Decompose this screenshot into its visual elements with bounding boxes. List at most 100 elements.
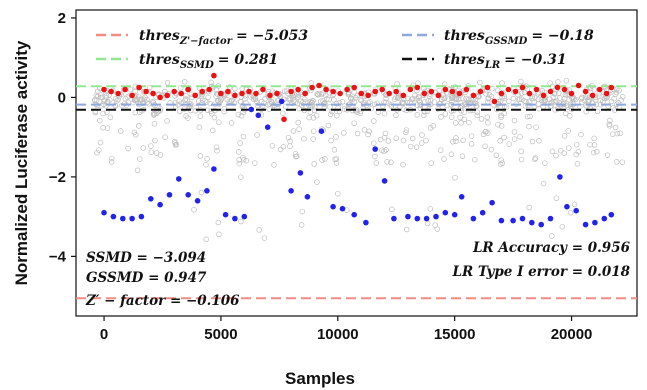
data-point-series-0 <box>608 211 615 218</box>
data-point-series-1 <box>260 86 266 93</box>
background-point <box>207 100 213 107</box>
background-point <box>551 99 557 105</box>
background-point <box>277 146 284 153</box>
background-point <box>591 142 598 148</box>
background-point <box>478 116 485 122</box>
data-point-series-1 <box>463 86 470 93</box>
background-point <box>472 156 478 163</box>
background-point <box>280 143 287 150</box>
background-point <box>136 123 142 129</box>
background-point <box>195 98 202 104</box>
data-point-series-1 <box>323 86 329 93</box>
background-point <box>235 149 242 155</box>
background-point <box>238 113 245 119</box>
background-point <box>501 95 508 102</box>
background-point <box>389 206 395 213</box>
data-point-series-0 <box>458 194 465 200</box>
background-point <box>381 134 388 141</box>
background-point <box>468 133 475 139</box>
background-point <box>385 138 392 144</box>
background-point <box>285 134 292 141</box>
background-point <box>96 117 103 124</box>
background-point <box>161 88 168 95</box>
data-point-series-0 <box>204 188 210 194</box>
data-point-series-0 <box>297 170 304 176</box>
background-point <box>203 236 209 243</box>
data-point-series-0 <box>433 213 439 220</box>
background-point <box>418 140 425 146</box>
background-point <box>448 114 455 120</box>
background-point <box>108 159 115 165</box>
data-point-series-1 <box>400 92 407 99</box>
background-point <box>94 149 100 156</box>
background-point <box>498 123 505 129</box>
background-point <box>619 94 626 100</box>
background-point <box>298 222 305 228</box>
background-point <box>335 190 341 197</box>
data-point-series-0 <box>470 215 477 222</box>
background-point <box>119 102 125 109</box>
data-point-series-1 <box>253 90 259 97</box>
background-point <box>213 87 220 93</box>
background-point <box>567 103 574 110</box>
background-point <box>295 119 301 126</box>
data-point-series-0 <box>255 112 262 119</box>
background-point <box>458 120 464 126</box>
data-point-series-1 <box>386 90 393 97</box>
background-point <box>428 160 434 166</box>
background-point <box>506 141 512 147</box>
background-point <box>325 122 332 129</box>
background-point <box>459 153 466 160</box>
background-point <box>191 206 197 213</box>
background-point <box>215 219 222 226</box>
background-point <box>172 142 179 148</box>
y-tick-label: −2 <box>49 169 66 186</box>
background-point <box>332 156 338 163</box>
data-point-series-1 <box>449 88 456 95</box>
background-point <box>178 85 184 91</box>
annotation-gssmd: GSSMD = 0.947 <box>86 270 207 286</box>
background-point <box>221 105 228 112</box>
background-point <box>384 159 390 165</box>
background-point <box>331 147 338 153</box>
data-point-series-1 <box>526 90 533 97</box>
background-point <box>299 208 306 215</box>
legend-entry-gssmd: thresGSSMD = −0.18 <box>402 28 594 47</box>
data-point-series-0 <box>232 215 238 222</box>
background-point <box>474 109 481 115</box>
background-point <box>164 80 171 86</box>
data-point-series-1 <box>519 84 526 91</box>
background-point <box>448 151 455 158</box>
background-point <box>162 134 168 140</box>
data-point-series-1 <box>185 86 191 93</box>
background-point <box>566 145 572 151</box>
background-point <box>562 91 569 98</box>
data-point-series-1 <box>498 90 505 97</box>
background-point <box>215 98 222 104</box>
background-point <box>310 128 317 134</box>
background-point <box>442 111 449 117</box>
background-point <box>228 120 235 126</box>
background-point <box>240 157 247 163</box>
background-point <box>211 114 218 121</box>
background-point <box>526 123 532 130</box>
background-point <box>618 97 624 103</box>
data-point-series-1 <box>491 98 498 105</box>
background-point <box>438 114 444 120</box>
data-point-series-0 <box>351 211 358 218</box>
background-point <box>441 156 447 162</box>
background-point <box>315 92 321 98</box>
background-point <box>532 156 538 163</box>
data-point-series-1 <box>568 90 575 97</box>
data-point-series-0 <box>129 215 135 222</box>
background-point <box>450 138 456 145</box>
background-point <box>117 128 124 134</box>
background-point <box>248 94 254 100</box>
background-point <box>381 110 388 117</box>
background-point <box>393 135 400 142</box>
background-point <box>527 113 533 120</box>
data-point-series-1 <box>470 92 477 99</box>
background-point <box>252 160 258 166</box>
background-point <box>296 105 302 112</box>
